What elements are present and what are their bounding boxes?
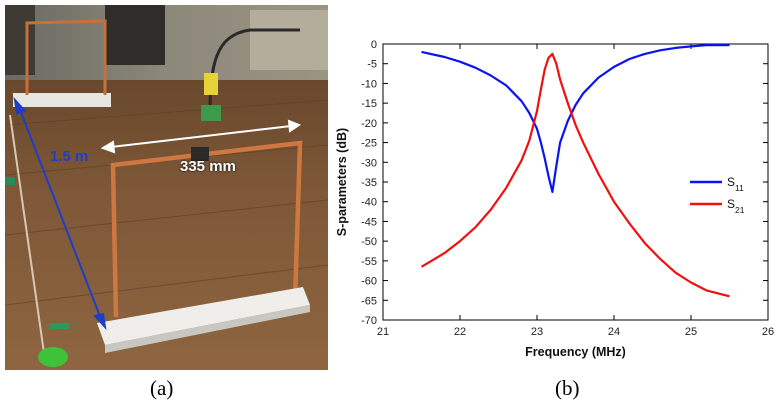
green-object [38,347,68,367]
series-line-s11 [421,44,730,193]
y-tick-label: -15 [361,98,377,110]
cabinet-center [105,5,165,65]
far-coil-loop [25,19,107,95]
y-tick-label: -50 [361,236,377,248]
desk-right [250,10,328,70]
y-tick-label: -45 [361,216,377,228]
x-tick-label: 22 [454,326,466,338]
legend-label-s11: S11 [727,175,744,193]
coil-capacitor [191,147,209,161]
y-tick-label: -35 [361,177,377,189]
y-tick-label: -5 [367,59,377,71]
span-arrow [100,119,302,154]
cabinet-left [5,5,35,75]
floor-planks [5,99,328,306]
far-coil-base [13,93,111,107]
x-tick-label: 23 [531,326,543,338]
y-tick-label: -55 [361,256,377,268]
y-tick-label: -10 [361,78,377,90]
photo-scene [5,5,328,370]
chart-svg: 21 22 23 24 25 26 0 -5 -10 -15 -20 -25 -30 -35 -40 -45 -… [335,39,774,359]
x-tick-label: 25 [685,326,697,338]
y-tick-label: 0 [371,39,377,51]
x-tick-label: 26 [762,326,774,338]
y-axis-title: S-parameters (dB) [335,128,349,236]
x-tick-label: 24 [608,326,620,338]
x-axis-title: Frequency (MHz) [525,345,626,359]
legend-label-s21: S21 [727,197,745,215]
chart-series [420,44,730,298]
y-tick-label: -70 [361,315,377,327]
series-line-s21 [420,52,730,298]
wireless-power-setup-photo: 1.5 m 335 mm [5,5,328,370]
green-tape-marker [5,177,15,185]
y-tick-label: -20 [361,118,377,130]
s-parameters-chart: 21 22 23 24 25 26 0 -5 -10 -15 -20 -25 -30 -35 -40 -45 -… [330,0,777,372]
y-tick-label: -60 [361,276,377,288]
caption-a: (a) [150,376,174,400]
y-tick-label: -65 [361,295,377,307]
y-tick-label: -25 [361,138,377,150]
chart-axes: 21 22 23 24 25 26 0 -5 -10 -15 -20 -25 -30 -35 -40 -45 -… [361,39,774,338]
probe-connector [204,73,218,95]
distance-label: 1.5 m [50,148,89,165]
x-tick-label: 21 [377,326,389,338]
y-tick-label: -40 [361,197,377,209]
floor-tape [9,114,46,361]
near-coil-base-edge [105,305,310,353]
distance-arrow [13,96,107,331]
green-tape-marker-2 [49,323,69,329]
probe-device [201,105,221,121]
near-coil-base [97,287,310,345]
caption-b: (b) [555,376,580,400]
y-tick-label: -30 [361,157,377,169]
probe-cable [208,28,300,118]
span-label: 335 mm [180,158,236,175]
